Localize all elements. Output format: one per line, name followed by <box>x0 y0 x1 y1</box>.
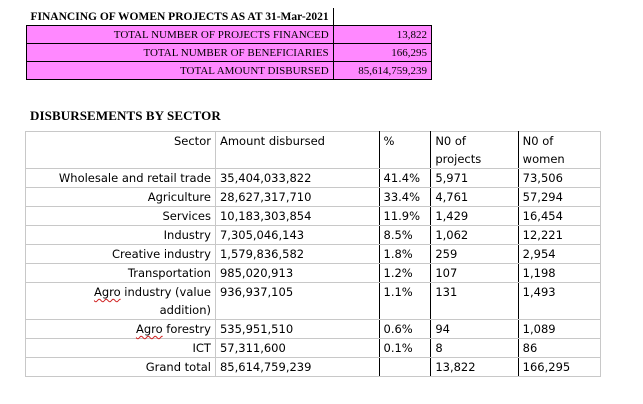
cell-sector: ICT <box>25 338 216 358</box>
cell-women: 86 <box>517 338 602 358</box>
summary-title-spacer <box>332 8 432 26</box>
section-title: DISBURSEMENTS BY SECTOR <box>30 108 221 123</box>
header-sector: Sector <box>25 131 216 169</box>
cell-pct: 33.4% <box>378 187 432 207</box>
header-women: N0 of women <box>517 131 602 169</box>
cell-women: 1,089 <box>517 319 602 339</box>
cell-sector: Agriculture <box>25 187 216 207</box>
cell-pct: 41.4% <box>378 168 432 188</box>
cell-pct: 8.5% <box>378 225 432 245</box>
cell-sector: Wholesale and retail trade <box>25 168 216 188</box>
sector-table: Sector Amount disbursed % N0 of projects… <box>25 131 602 377</box>
cell-sector: Creative industry <box>25 244 216 264</box>
cell-amount: 535,951,510 <box>214 319 380 339</box>
cell-amount: 7,305,046,143 <box>214 225 380 245</box>
cell-women: 57,294 <box>517 187 602 207</box>
cell-projects: 131 <box>430 282 519 320</box>
cell-sector-word1: Agro <box>135 322 163 336</box>
table-row: Transportation 985,020,913 1.2% 107 1,19… <box>25 263 602 283</box>
table-row: Agriculture 28,627,317,710 33.4% 4,761 5… <box>25 187 602 207</box>
cell-women: 12,221 <box>517 225 602 245</box>
table-row: Services 10,183,303,854 11.9% 1,429 16,4… <box>25 206 602 226</box>
total-label: Grand total <box>25 357 216 377</box>
summary-value-amount: 85,614,759,239 <box>332 61 433 80</box>
summary-title-row: FINANCING OF WOMEN PROJECTS AS AT 31-Mar… <box>26 8 432 26</box>
summary-label-amount: TOTAL AMOUNT DISBURSED <box>26 61 334 80</box>
total-women: 166,295 <box>517 357 602 377</box>
cell-amount: 936,937,105 <box>214 282 380 320</box>
cell-sector: Services <box>25 206 216 226</box>
table-row: ICT 57,311,600 0.1% 8 86 <box>25 338 602 358</box>
cell-pct: 0.6% <box>378 319 432 339</box>
cell-women: 1,493 <box>517 282 602 320</box>
summary-row: TOTAL NUMBER OF PROJECTS FINANCED 13,822 <box>26 25 433 44</box>
table-row: Industry 7,305,046,143 8.5% 1,062 12,221 <box>25 225 602 245</box>
cell-sector: Agro industry (value addition) <box>25 282 216 320</box>
cell-projects: 1,429 <box>430 206 519 226</box>
cell-amount: 35,404,033,822 <box>214 168 380 188</box>
cell-amount: 28,627,317,710 <box>214 187 380 207</box>
cell-pct: 11.9% <box>378 206 432 226</box>
total-amount: 85,614,759,239 <box>214 357 380 377</box>
cell-pct: 1.8% <box>378 244 432 264</box>
table-row: Wholesale and retail trade 35,404,033,82… <box>25 168 602 188</box>
header-row: Sector Amount disbursed % N0 of projects… <box>25 131 602 169</box>
header-women-line1: N0 of <box>522 134 554 148</box>
total-pct <box>378 357 432 377</box>
summary-table: FINANCING OF WOMEN PROJECTS AS AT 31-Mar… <box>26 8 433 80</box>
cell-amount: 57,311,600 <box>214 338 380 358</box>
table-row: Agro forestry 535,951,510 0.6% 94 1,089 <box>25 319 602 339</box>
table-row: Agro industry (value addition) 936,937,10… <box>25 282 602 320</box>
total-row: Grand total 85,614,759,239 13,822 166,29… <box>25 357 602 377</box>
cell-projects: 5,971 <box>430 168 519 188</box>
cell-sector-rest: industry (value <box>120 285 211 299</box>
cell-projects: 8 <box>430 338 519 358</box>
cell-amount: 1,579,836,582 <box>214 244 380 264</box>
cell-women: 16,454 <box>517 206 602 226</box>
cell-sector: Agro forestry <box>25 319 216 339</box>
cell-sector: Transportation <box>25 263 216 283</box>
header-projects-line1: N0 of <box>435 134 466 148</box>
summary-value-beneficiaries: 166,295 <box>332 43 433 62</box>
cell-women: 2,954 <box>517 244 602 264</box>
summary-row: TOTAL AMOUNT DISBURSED 85,614,759,239 <box>26 61 433 80</box>
cell-pct: 0.1% <box>378 338 432 358</box>
cell-amount: 10,183,303,854 <box>214 206 380 226</box>
total-projects: 13,822 <box>430 357 519 377</box>
header-amount: Amount disbursed <box>214 131 380 169</box>
cell-projects: 107 <box>430 263 519 283</box>
summary-label-projects: TOTAL NUMBER OF PROJECTS FINANCED <box>26 25 334 44</box>
summary-title: FINANCING OF WOMEN PROJECTS AS AT 31-Mar… <box>26 8 334 26</box>
summary-value-projects: 13,822 <box>332 25 433 44</box>
cell-women: 1,198 <box>517 263 602 283</box>
cell-projects: 259 <box>430 244 519 264</box>
cell-sector: Industry <box>25 225 216 245</box>
cell-pct: 1.2% <box>378 263 432 283</box>
cell-sector-line2: addition) <box>159 303 211 317</box>
cell-projects: 94 <box>430 319 519 339</box>
summary-label-beneficiaries: TOTAL NUMBER OF BENEFICIARIES <box>26 43 334 62</box>
cell-projects: 1,062 <box>430 225 519 245</box>
cell-pct: 1.1% <box>378 282 432 320</box>
header-pct: % <box>378 131 432 169</box>
cell-amount: 985,020,913 <box>214 263 380 283</box>
header-women-line2: women <box>522 152 565 166</box>
cell-projects: 4,761 <box>430 187 519 207</box>
summary-row: TOTAL NUMBER OF BENEFICIARIES 166,295 <box>26 43 433 62</box>
header-projects: N0 of projects <box>430 131 519 169</box>
cell-sector-word1: Agro <box>93 285 121 299</box>
header-projects-line2: projects <box>435 152 482 166</box>
cell-sector-rest: forestry <box>162 322 211 336</box>
table-row: Creative industry 1,579,836,582 1.8% 259… <box>25 244 602 264</box>
cell-women: 73,506 <box>517 168 602 188</box>
